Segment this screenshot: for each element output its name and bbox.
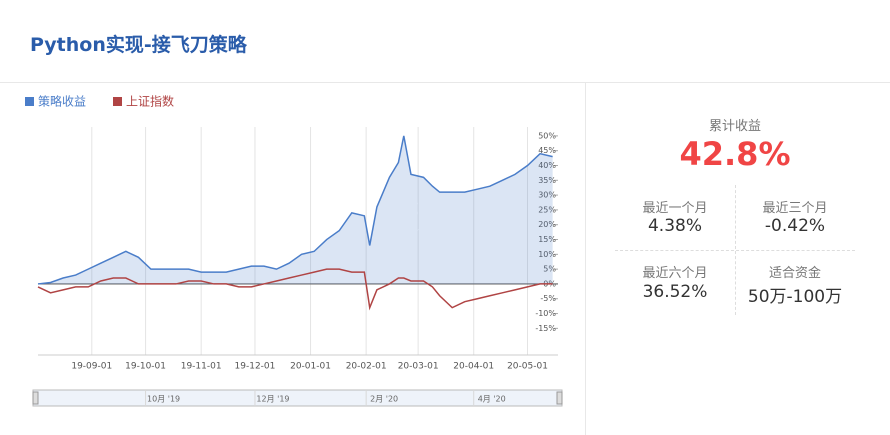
x-tick-label: 19-12-01 [235,362,276,372]
series-line [37,135,553,285]
stat-value: 50万-100万 [747,287,843,307]
y-tick-label: -10% [535,309,556,318]
x-tick-label: 19-10-01 [125,362,166,372]
y-tick-label: 50% [538,131,556,140]
y-tick-label: 35% [538,176,556,185]
legend-swatch [25,97,34,106]
watermark: 海那边 [383,201,437,222]
navigator-label: 10月 '19 [147,395,180,404]
stat-label: 最近一个月 [642,201,708,216]
y-tick-label: 25% [538,205,556,214]
y-tick-label: 5% [543,265,556,274]
navigator-label: 12月 '19 [256,395,289,404]
stat-value: 36.52% [642,282,708,302]
stat-label: 适合资金 [768,266,821,281]
y-tick-label: 45% [538,146,556,155]
y-tick-label: 40% [538,161,556,170]
navigator-handle [32,391,39,405]
plot-area [38,127,558,355]
y-tick-label: 10% [538,250,556,259]
stat-label: 最近六个月 [642,266,708,281]
divider [0,82,890,83]
y-tick-label: 30% [538,191,556,200]
page-title: Python实现-接飞刀策略 [30,34,247,56]
y-tick-label: 20% [538,220,556,229]
navigator-label: 4月 '20 [478,395,506,404]
total-label: 累计收益 [708,119,761,134]
divider [735,185,736,315]
x-tick-label: 20-02-01 [346,362,387,372]
stat-label: 最近三个月 [762,201,828,216]
legend-label: 上证指数 [126,94,174,109]
x-tick-label: 19-09-01 [71,362,112,372]
x-tick-label: 20-05-01 [507,362,548,372]
total-value: 42.8% [679,135,791,173]
watermark: Chinahon [384,225,436,238]
legend-label: 策略收益 [38,94,86,109]
chart: 19-09-01 19-10-01 19-11-01 19-12-01 20-01-01… [25,94,563,407]
navigator-label: 2月 '20 [370,395,398,404]
navigator-handle [556,391,563,405]
divider [585,83,586,435]
legend-swatch [113,97,122,106]
x-tick-label: 20-01-01 [290,362,331,372]
x-tick-label: 19-11-01 [181,362,222,372]
y-tick-label: -15% [535,324,556,333]
series-line [37,268,553,311]
y-tick-label: -5% [540,294,556,303]
y-tick-label: 15% [538,235,556,244]
x-tick-label: 20-04-01 [453,362,494,372]
stat-value: 4.38% [647,216,702,236]
x-tick-label: 20-03-01 [398,362,439,372]
stat-value: -0.42% [764,216,826,236]
area [38,135,553,284]
